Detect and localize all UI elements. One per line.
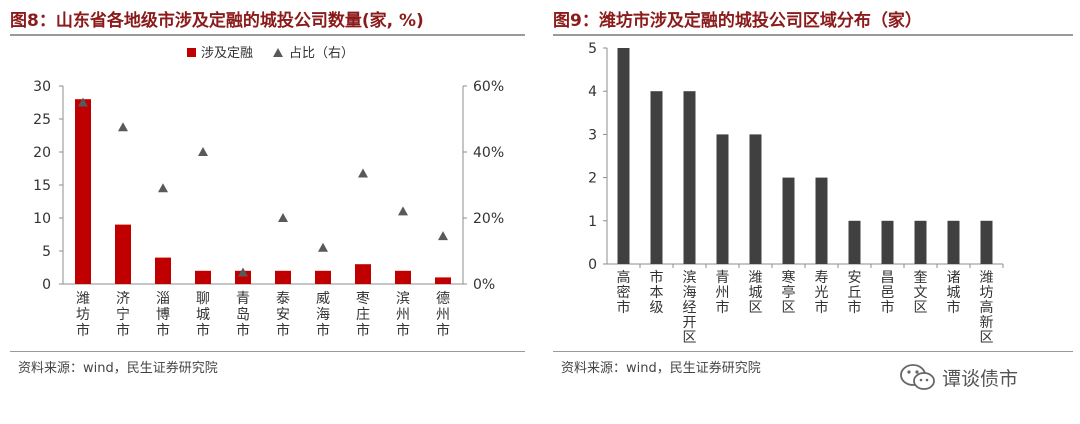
x-tick-label: 泰安市	[276, 291, 290, 339]
bar	[75, 99, 91, 284]
bar	[435, 277, 451, 284]
right-source-rule	[553, 351, 1073, 352]
share-marker	[158, 183, 168, 193]
right-chart-title: 图9：潍坊市涉及定融的城投公司区域分布（家）	[553, 11, 922, 31]
y-tick-label: 2	[588, 171, 597, 187]
x-tick-label: 诸城市	[947, 270, 961, 316]
left-y-tick-label: 25	[33, 112, 51, 128]
right-y-tick-label: 20%	[473, 211, 504, 227]
share-marker	[78, 97, 88, 107]
x-tick-label: 青州市	[716, 270, 730, 316]
x-tick-label: 青岛市	[236, 291, 250, 339]
left-y-tick-label: 0	[42, 277, 51, 293]
bar	[914, 220, 927, 264]
right-title-rule	[553, 34, 1073, 36]
share-marker	[198, 147, 208, 156]
right-source-note: 资料来源：wind，民生证券研究院	[561, 361, 761, 376]
bar	[195, 270, 211, 284]
x-tick-label: 奎文区	[914, 270, 928, 316]
watermark: 谭谈债市	[898, 360, 1073, 394]
share-marker	[118, 122, 128, 132]
right-y-tick-label: 0%	[473, 277, 495, 293]
share-marker	[398, 206, 408, 216]
x-tick-label: 潍城区	[749, 270, 763, 316]
bar	[815, 177, 828, 264]
bar	[848, 220, 861, 264]
legend-label-share: 占比（右）	[289, 46, 354, 61]
y-tick-label: 4	[588, 84, 597, 100]
share-marker	[358, 168, 368, 178]
right-y-tick-label: 60%	[473, 79, 504, 95]
bar	[395, 270, 411, 284]
bar	[355, 264, 371, 284]
share-marker	[438, 231, 448, 241]
bar	[716, 134, 729, 264]
right-chart-panel: 图9：潍坊市涉及定融的城投公司区域分布（家） 0 1 2 3 4 5 高密市 市本级 滨海经开区…	[553, 0, 1073, 390]
bar	[881, 220, 894, 264]
bar	[683, 91, 696, 264]
left-chart: 0 5 10 15 20 25 30 0% 20% 40% 60% 潍坊市 济宁市 淄博市 聊城市 青岛市 泰安…	[33, 46, 504, 339]
share-marker	[238, 267, 248, 277]
bar	[617, 48, 630, 264]
x-tick-label: 潍坊市	[76, 291, 90, 339]
x-tick-label: 寒亭区	[782, 269, 796, 316]
x-tick-label: 聊城市	[196, 291, 210, 339]
x-tick-label: 高密市	[617, 269, 631, 316]
right-chart: 0 1 2 3 4 5 高密市 市本级 滨海经开区 青州市 潍城区 寒亭区 寿光市 安丘市 昌邑市 奎文区 诸城…	[588, 41, 1004, 346]
bar	[947, 220, 960, 264]
x-tick-label: 滨州市	[396, 291, 410, 339]
legend-swatch-share	[273, 48, 283, 57]
watermark-text: 谭谈债市	[942, 368, 1019, 390]
x-tick-label: 昌邑市	[881, 270, 895, 316]
bar	[155, 257, 171, 284]
x-tick-label: 济宁市	[116, 291, 130, 339]
left-source-note: 资料来源：wind，民生证券研究院	[18, 361, 218, 376]
x-tick-label: 枣庄市	[356, 291, 370, 339]
right-y-tick-label: 40%	[473, 145, 504, 161]
left-y-tick-label: 15	[33, 178, 51, 194]
x-tick-label: 潍坊高新区	[980, 270, 994, 346]
bar	[275, 270, 291, 284]
bar	[782, 177, 795, 264]
x-tick-label: 德州市	[436, 291, 450, 339]
left-y-tick-label: 20	[33, 145, 51, 161]
bar	[980, 220, 993, 264]
x-tick-label: 滨海经开区	[683, 270, 697, 346]
share-marker	[278, 213, 288, 222]
x-tick-label: 威海市	[316, 291, 330, 339]
left-title-rule	[10, 34, 525, 36]
left-y-tick-label: 5	[42, 244, 51, 260]
y-tick-label: 5	[588, 41, 597, 57]
wechat-icon	[900, 364, 935, 390]
x-tick-label: 安丘市	[848, 270, 862, 316]
left-source-rule	[10, 351, 525, 352]
left-y-tick-label: 10	[33, 211, 51, 227]
left-chart-title: 图8：山东省各地级市涉及定融的城投公司数量(家, %)	[10, 11, 424, 31]
x-tick-label: 寿光市	[815, 269, 829, 316]
bar	[235, 270, 251, 284]
legend-label-bars: 涉及定融	[201, 46, 253, 61]
bar	[749, 134, 762, 264]
y-tick-label: 0	[588, 257, 597, 273]
legend-swatch-bars	[187, 48, 196, 57]
x-tick-label: 市本级	[650, 269, 664, 316]
share-marker	[318, 242, 328, 252]
left-y-tick-label: 30	[33, 79, 51, 95]
bar	[115, 224, 131, 284]
left-chart-panel: 图8：山东省各地级市涉及定融的城投公司数量(家, %) 0 5 10 15 20 25 30…	[10, 0, 525, 390]
x-tick-label: 淄博市	[156, 291, 170, 339]
y-tick-label: 3	[588, 127, 597, 143]
y-tick-label: 1	[588, 214, 597, 230]
bar	[315, 270, 331, 284]
bar	[650, 91, 663, 264]
